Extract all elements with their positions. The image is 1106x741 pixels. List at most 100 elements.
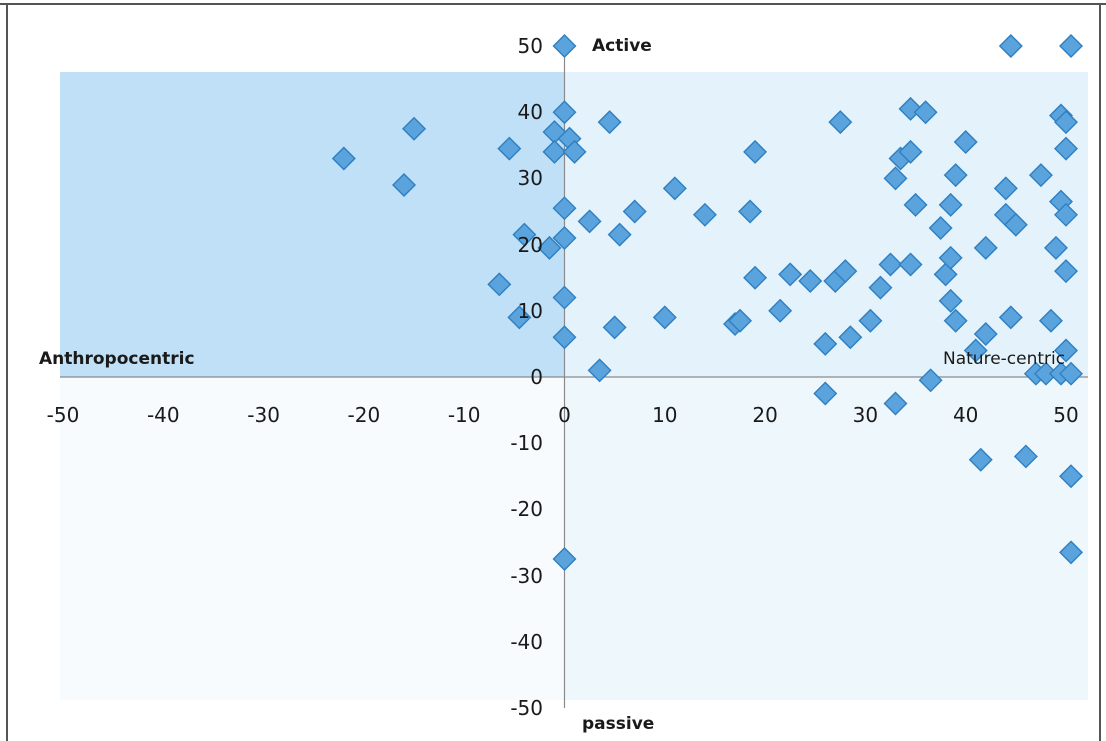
data-point — [542, 139, 567, 164]
data-point — [898, 252, 923, 277]
x-tick-label: 10 — [652, 403, 678, 427]
data-point — [918, 368, 943, 393]
data-point — [552, 100, 577, 125]
data-point — [938, 245, 963, 270]
data-point — [813, 331, 838, 356]
y-tick-label: 30 — [517, 166, 543, 191]
data-point — [607, 222, 632, 247]
data-point — [943, 308, 968, 333]
data-point — [968, 447, 993, 472]
data-point — [913, 100, 938, 125]
data-point — [943, 163, 968, 188]
data-point — [928, 216, 953, 241]
frame-border-top — [0, 3, 1106, 5]
x-tick-label: -40 — [146, 403, 180, 427]
data-point — [838, 325, 863, 350]
x-tick-label: 30 — [852, 403, 879, 427]
data-point — [973, 235, 998, 260]
x-tick-label: 50 — [1053, 403, 1079, 427]
data-point — [507, 305, 532, 330]
data-point — [331, 146, 356, 171]
data-point — [1054, 338, 1078, 363]
data-point — [743, 139, 768, 164]
quadrant-backgrounds — [60, 72, 1088, 700]
data-point — [1054, 110, 1078, 135]
data-point — [738, 199, 763, 224]
data-point — [552, 196, 577, 221]
y-tick-label: -40 — [510, 629, 543, 654]
data-point — [833, 259, 858, 284]
data-point — [1059, 34, 1084, 58]
data-point — [1003, 212, 1028, 237]
data-point — [552, 325, 577, 350]
frame-border-left — [6, 3, 8, 741]
y-tick-label: 0 — [530, 365, 543, 389]
data-point — [552, 34, 577, 58]
y-tick-label: -30 — [510, 563, 543, 588]
data-point — [622, 199, 647, 224]
data-point — [1038, 308, 1063, 333]
data-point — [1054, 136, 1078, 161]
data-point — [1054, 259, 1078, 284]
annotation-anthropocentric: Anthropocentric — [39, 349, 195, 369]
data-point — [813, 381, 838, 406]
data-points — [331, 34, 1084, 572]
data-point — [552, 547, 577, 572]
data-point — [993, 176, 1018, 201]
data-point — [998, 305, 1023, 330]
data-point — [1059, 540, 1084, 565]
data-point — [1059, 361, 1084, 386]
data-point — [552, 225, 577, 250]
y-tick-label: -20 — [510, 497, 543, 522]
y-tick-label: 40 — [517, 100, 543, 125]
data-point — [778, 262, 803, 287]
data-point — [938, 288, 963, 313]
x-tick-label: 40 — [952, 403, 979, 427]
data-point — [487, 272, 512, 297]
data-point — [938, 192, 963, 217]
data-point — [577, 209, 602, 234]
data-point — [1054, 202, 1078, 227]
data-point — [1043, 235, 1068, 260]
data-point — [662, 176, 687, 201]
data-point — [692, 202, 717, 227]
quadrant-upper-left — [60, 72, 565, 377]
y-tick-label: -10 — [510, 431, 543, 456]
frame-border-right — [1099, 3, 1101, 741]
x-tick-label: -30 — [247, 403, 280, 427]
data-point — [898, 139, 923, 164]
y-tick-label: 20 — [517, 232, 543, 257]
data-point — [652, 305, 677, 330]
data-point — [868, 275, 893, 300]
data-point — [597, 110, 622, 135]
data-point — [903, 192, 928, 217]
data-point — [963, 338, 988, 363]
data-point — [798, 269, 823, 293]
data-point — [1028, 163, 1053, 188]
data-point — [497, 136, 522, 161]
data-point — [878, 252, 903, 277]
annotation-active: Active — [592, 36, 652, 56]
data-point — [973, 321, 998, 346]
data-point — [1059, 464, 1084, 489]
data-point — [587, 358, 612, 383]
x-tick-label: -20 — [347, 403, 381, 427]
x-tick-label: -50 — [46, 403, 80, 427]
quadrant-upper-right — [564, 72, 1088, 377]
data-point — [953, 130, 978, 154]
data-point — [768, 298, 793, 323]
quadrant-lower-left — [60, 377, 565, 700]
x-tick-label: 0 — [558, 403, 571, 427]
data-point — [828, 110, 853, 135]
data-point — [728, 308, 753, 333]
data-point — [883, 166, 908, 191]
data-point — [562, 139, 587, 164]
data-point — [537, 235, 562, 260]
data-point — [998, 34, 1023, 58]
data-point — [1013, 444, 1038, 469]
y-tick-label: -50 — [510, 696, 543, 720]
data-point — [402, 116, 427, 141]
y-tick-label: 50 — [517, 34, 543, 58]
y-tick-label: 10 — [517, 298, 543, 323]
